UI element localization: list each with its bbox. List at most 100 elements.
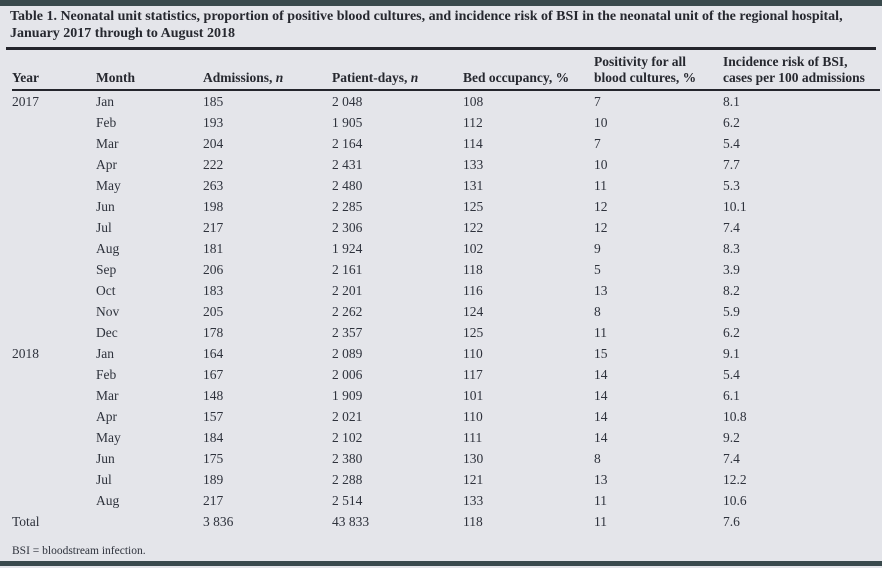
cell-admissions: 178 xyxy=(203,324,224,340)
cell-patient-days: 2 431 xyxy=(332,156,363,172)
table-row: Feb 167 2 006 117 14 5.4 xyxy=(12,364,880,385)
cell-year xyxy=(12,217,96,238)
cell-incidence: 10.6 xyxy=(723,492,747,508)
cell-year xyxy=(12,196,96,217)
cell-admissions: 157 xyxy=(203,408,224,424)
table-head-row: Year Month Admissions, n Patient-days, n Bed… xyxy=(12,50,880,91)
table-row: Sep 206 2 161 118 5 3.9 xyxy=(12,259,880,280)
cell-month: Mar xyxy=(96,135,119,151)
cell-month: May xyxy=(96,177,121,193)
cell-positivity: 14 xyxy=(594,366,608,382)
cell-admissions: 184 xyxy=(203,429,224,445)
cell-positivity: 10 xyxy=(594,156,608,172)
cell-month: May xyxy=(96,429,121,445)
cell-month: Jul xyxy=(96,471,112,487)
cell-patient-days: 1 924 xyxy=(332,240,363,256)
cell-bed-occupancy: 130 xyxy=(463,450,484,466)
cell-incidence: 9.2 xyxy=(723,429,740,445)
cell-positivity: 5 xyxy=(594,261,601,277)
cell-year xyxy=(12,385,96,406)
cell-patient-days: 2 048 xyxy=(332,93,363,109)
column-header: Positivity for all blood cultures, % xyxy=(594,50,723,91)
table-row: Jun 175 2 380 130 8 7.4 xyxy=(12,448,880,469)
cell-bed-occupancy: 118 xyxy=(463,261,483,277)
cell-month xyxy=(96,511,203,532)
cell-month: Aug xyxy=(96,492,120,508)
cell-year xyxy=(12,490,96,511)
cell-positivity: 10 xyxy=(594,114,608,130)
table-row: Feb 193 1 905 112 10 6.2 xyxy=(12,112,880,133)
table-row: Nov 205 2 262 124 8 5.9 xyxy=(12,301,880,322)
cell-patient-days: 2 285 xyxy=(332,198,363,214)
cell-admissions: 185 xyxy=(203,93,224,109)
cell-month: Jun xyxy=(96,450,115,466)
cell-bed-occupancy: 110 xyxy=(463,408,483,424)
cell-patient-days: 2 201 xyxy=(332,282,363,298)
cell-month: Feb xyxy=(96,366,117,382)
cell-bed-occupancy: 122 xyxy=(463,219,484,235)
cell-incidence: 12.2 xyxy=(723,471,747,487)
table-row: May 184 2 102 111 14 9.2 xyxy=(12,427,880,448)
cell-year xyxy=(12,322,96,343)
cell-bed-occupancy: 116 xyxy=(463,282,483,298)
cell-bed-occupancy: 121 xyxy=(463,471,484,487)
cell-admissions: 204 xyxy=(203,135,224,151)
cell-positivity: 7 xyxy=(594,93,601,109)
cell-positivity: 11 xyxy=(594,177,607,193)
cell-patient-days: 1 905 xyxy=(332,114,363,130)
cell-month: Mar xyxy=(96,387,119,403)
cell-incidence: 6.2 xyxy=(723,114,740,130)
top-rule-bar xyxy=(0,0,882,6)
cell-incidence: 5.4 xyxy=(723,366,740,382)
cell-year xyxy=(12,469,96,490)
table-row: 2017 Jan 185 2 048 108 7 8.1 xyxy=(12,90,880,112)
cell-month: Jul xyxy=(96,219,112,235)
table-row: Jul 217 2 306 122 12 7.4 xyxy=(12,217,880,238)
total-row: Total 3 836 43 833 118 11 7.6 xyxy=(12,511,880,532)
cell-month: Oct xyxy=(96,282,116,298)
column-header: Patient-days, n xyxy=(332,50,463,91)
cell-admissions: 217 xyxy=(203,219,224,235)
cell-positivity: 15 xyxy=(594,345,608,361)
table-row: May 263 2 480 131 11 5.3 xyxy=(12,175,880,196)
cell-incidence: 6.2 xyxy=(723,324,740,340)
cell-bed-occupancy: 133 xyxy=(463,492,484,508)
cell-admissions: 222 xyxy=(203,156,224,172)
cell-incidence: 5.9 xyxy=(723,303,740,319)
cell-positivity: 12 xyxy=(594,219,608,235)
cell-bed-occupancy: 114 xyxy=(463,135,483,151)
cell-year xyxy=(12,238,96,259)
cell-bed-occupancy: 133 xyxy=(463,156,484,172)
table-body: 2017 Jan 185 2 048 108 7 8.1 Feb 193 1 905 112 10 6.… xyxy=(12,90,880,532)
table-row: Apr 157 2 021 110 14 10.8 xyxy=(12,406,880,427)
cell-month: Nov xyxy=(96,303,120,319)
cell-admissions: 198 xyxy=(203,198,224,214)
cell-incidence: 8.1 xyxy=(723,93,740,109)
cell-incidence: 8.2 xyxy=(723,282,740,298)
column-header: Admissions, n xyxy=(203,50,332,91)
cell-positivity: 8 xyxy=(594,303,601,319)
table-row: Dec 178 2 357 125 11 6.2 xyxy=(12,322,880,343)
cell-month: Aug xyxy=(96,240,120,256)
cell-month: Feb xyxy=(96,114,117,130)
cell-admissions: 181 xyxy=(203,240,224,256)
cell-positivity: 14 xyxy=(594,408,608,424)
cell-positivity: 9 xyxy=(594,240,601,256)
data-table: Year Month Admissions, n Patient-days, n Bed… xyxy=(12,50,880,532)
cell-incidence: 7.4 xyxy=(723,450,740,466)
cell-patient-days: 1 909 xyxy=(332,387,363,403)
cell-bed-occupancy: 108 xyxy=(463,93,484,109)
cell-month: Dec xyxy=(96,324,118,340)
cell-patient-days: 2 021 xyxy=(332,408,363,424)
cell-bed-occupancy: 102 xyxy=(463,240,484,256)
cell-admissions: 193 xyxy=(203,114,224,130)
cell-incidence: 8.3 xyxy=(723,240,740,256)
cell-month: Sep xyxy=(96,261,117,277)
cell-bed-occupancy: 110 xyxy=(463,345,483,361)
cell-positivity: 7 xyxy=(594,135,601,151)
cell-admissions: 148 xyxy=(203,387,224,403)
cell-incidence: 5.3 xyxy=(723,177,740,193)
cell-incidence: 5.4 xyxy=(723,135,740,151)
cell-admissions: 175 xyxy=(203,450,224,466)
cell-admissions: 164 xyxy=(203,345,224,361)
